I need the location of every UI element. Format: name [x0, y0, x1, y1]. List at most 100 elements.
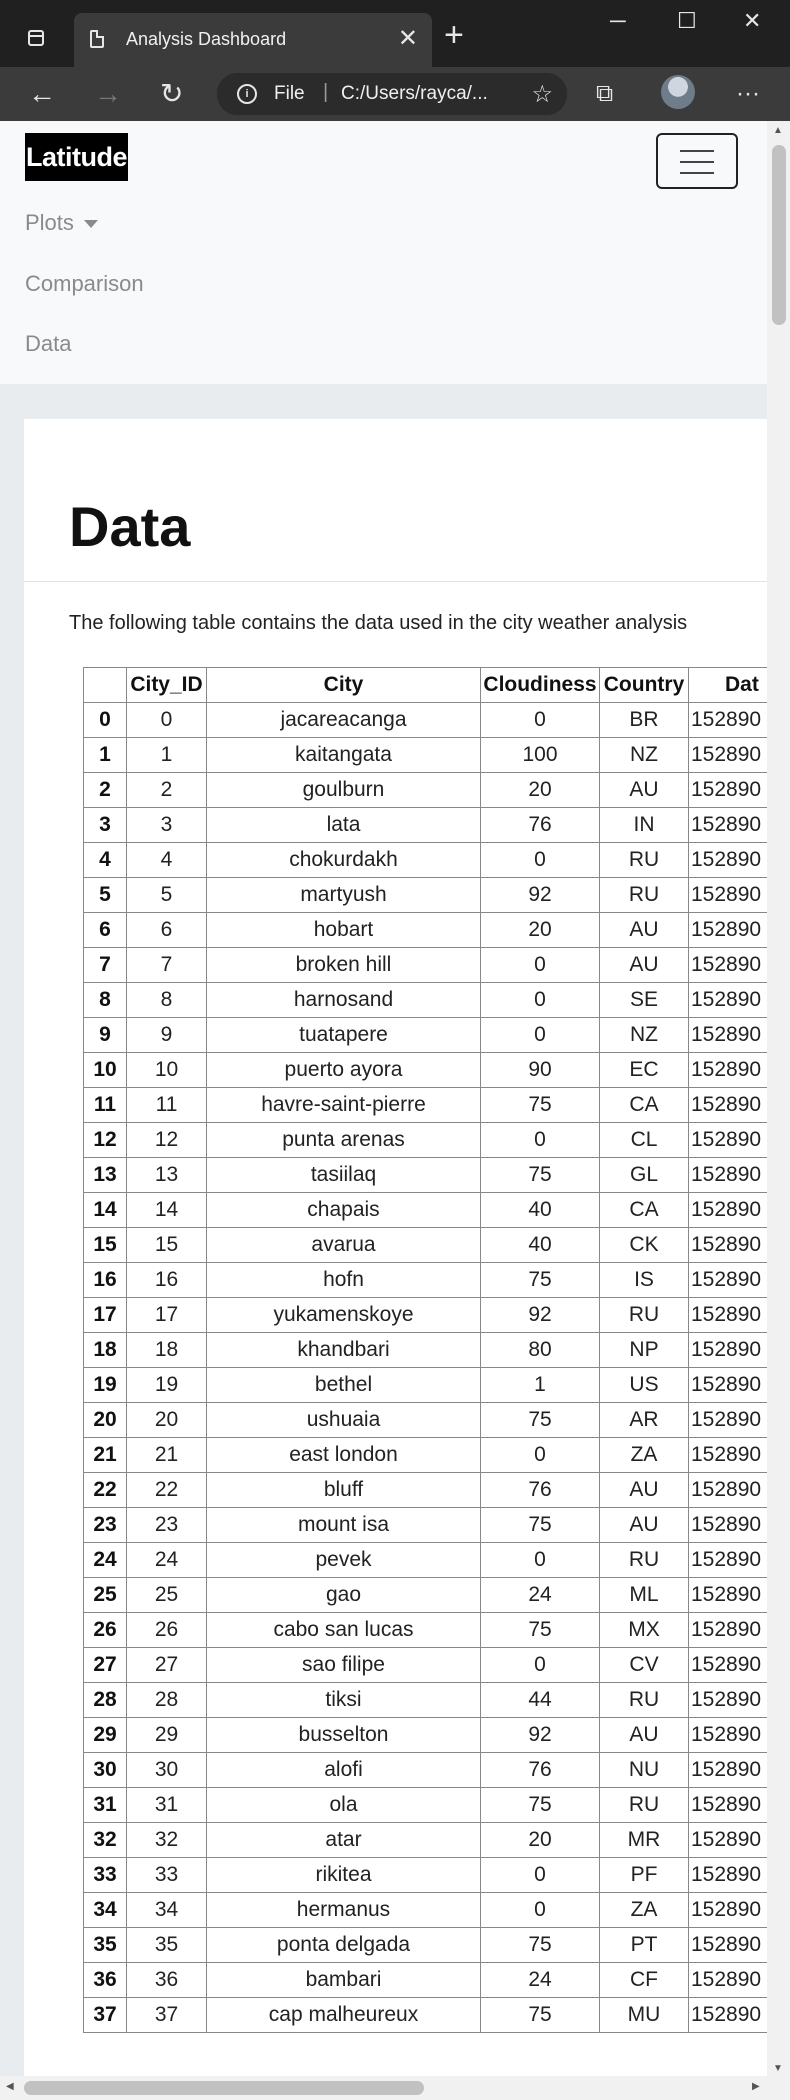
date-cell: 152890 — [688, 1507, 767, 1543]
city-cell: goulburn — [206, 772, 481, 808]
scroll-right-icon[interactable]: ▶ — [752, 2081, 760, 2092]
city-id-cell: 31 — [126, 1787, 207, 1823]
maximize-icon[interactable]: ☐ — [677, 8, 697, 33]
cloudiness-cell: 0 — [480, 1857, 600, 1893]
row-index: 6 — [83, 912, 127, 948]
vertical-scrollbar[interactable]: ▲ ▼ — [767, 121, 790, 2076]
table-row: 15 15 avarua 40 CK 152890 — [83, 1227, 767, 1263]
intro-text: The following table contains the data us… — [69, 612, 688, 634]
table-row: 17 17 yukamenskoye 92 RU 152890 — [83, 1297, 767, 1333]
cloudiness-cell: 0 — [480, 1017, 600, 1053]
row-index: 19 — [83, 1367, 127, 1403]
scroll-up-icon[interactable]: ▲ — [773, 125, 783, 136]
row-index: 27 — [83, 1647, 127, 1683]
table-row: 18 18 khandbari 80 NP 152890 — [83, 1332, 767, 1368]
cloudiness-cell: 75 — [480, 1402, 600, 1438]
close-tab-icon[interactable]: ✕ — [397, 25, 418, 52]
info-icon[interactable]: i — [237, 84, 257, 104]
brand-logo[interactable]: Latitude — [25, 133, 128, 181]
new-tab-icon[interactable]: + — [444, 16, 464, 54]
city-id-cell: 24 — [126, 1542, 207, 1578]
row-index: 7 — [83, 947, 127, 983]
browser-tab[interactable]: Analysis Dashboard ✕ — [74, 13, 432, 67]
collections-icon[interactable]: ⧉ — [596, 80, 614, 107]
city-cell: mount isa — [206, 1507, 481, 1543]
minimize-icon[interactable]: ─ — [610, 8, 626, 33]
horizontal-scroll-thumb[interactable] — [24, 2081, 424, 2095]
table-row: 3 3 lata 76 IN 152890 — [83, 807, 767, 843]
date-cell: 152890 — [688, 1577, 767, 1613]
cloudiness-cell: 76 — [480, 807, 600, 843]
browser-titlebar: Analysis Dashboard ✕ + ─ ☐ ✕ — [0, 0, 790, 67]
city-cell: east london — [206, 1437, 481, 1473]
city-id-cell: 18 — [126, 1332, 207, 1368]
country-cell: RU — [599, 842, 689, 878]
date-cell: 152890 — [688, 1787, 767, 1823]
horizontal-scrollbar[interactable]: ◀ ▶ — [0, 2076, 790, 2100]
city-id-cell: 36 — [126, 1962, 207, 1998]
date-cell: 152890 — [688, 1892, 767, 1928]
city-id-cell: 22 — [126, 1472, 207, 1508]
content-card: Data The following table contains the da… — [24, 419, 767, 2076]
cloudiness-cell: 75 — [480, 1612, 600, 1648]
close-window-icon[interactable]: ✕ — [743, 8, 762, 33]
country-cell: SE — [599, 982, 689, 1018]
date-cell: 152890 — [688, 1717, 767, 1753]
data-table: City_ID City Cloudiness Country Dat 0 0 ja… — [83, 667, 767, 2033]
vertical-scroll-thumb[interactable] — [772, 145, 786, 325]
favorite-star-icon[interactable]: ☆ — [531, 81, 553, 108]
cloudiness-cell: 92 — [480, 877, 600, 913]
date-cell: 152890 — [688, 1437, 767, 1473]
row-index: 1 — [83, 737, 127, 773]
row-index: 2 — [83, 772, 127, 808]
column-header-index — [83, 667, 127, 703]
date-cell: 152890 — [688, 1997, 767, 2033]
cloudiness-cell: 75 — [480, 1787, 600, 1823]
country-cell: ML — [599, 1577, 689, 1613]
table-row: 21 21 east london 0 ZA 152890 — [83, 1437, 767, 1473]
row-index: 18 — [83, 1332, 127, 1368]
city-cell: gao — [206, 1577, 481, 1613]
date-cell: 152890 — [688, 1157, 767, 1193]
address-bar[interactable]: i File | C:/Users/rayca/... ☆ — [217, 73, 567, 115]
scroll-down-icon[interactable]: ▼ — [773, 2063, 783, 2074]
city-id-cell: 26 — [126, 1612, 207, 1648]
nav-link-label: Plots — [25, 210, 74, 235]
page-title: Data — [69, 495, 191, 558]
cloudiness-cell: 92 — [480, 1717, 600, 1753]
tab-actions-icon[interactable] — [28, 30, 44, 46]
more-menu-icon[interactable]: ··· — [736, 80, 760, 107]
nav-link-plots[interactable]: Plots — [25, 210, 98, 236]
city-cell: puerto ayora — [206, 1052, 481, 1088]
cloudiness-cell: 92 — [480, 1297, 600, 1333]
row-index: 5 — [83, 877, 127, 913]
row-index: 15 — [83, 1227, 127, 1263]
refresh-icon[interactable]: ↻ — [160, 78, 184, 109]
forward-icon[interactable]: → — [94, 78, 122, 109]
city-id-cell: 4 — [126, 842, 207, 878]
row-index: 14 — [83, 1192, 127, 1228]
city-id-cell: 10 — [126, 1052, 207, 1088]
city-id-cell: 0 — [126, 702, 207, 738]
scroll-left-icon[interactable]: ◀ — [6, 2081, 14, 2092]
row-index: 26 — [83, 1612, 127, 1648]
date-cell: 152890 — [688, 1332, 767, 1368]
navbar-toggler-button[interactable] — [656, 133, 738, 189]
nav-link-data[interactable]: Data — [25, 331, 72, 356]
country-cell: NU — [599, 1752, 689, 1788]
profile-avatar[interactable] — [661, 75, 695, 109]
city-cell: tiksi — [206, 1682, 481, 1718]
back-icon[interactable]: ← — [28, 78, 56, 109]
row-index: 24 — [83, 1542, 127, 1578]
country-cell: RU — [599, 1297, 689, 1333]
date-cell: 152890 — [688, 982, 767, 1018]
cloudiness-cell: 0 — [480, 1892, 600, 1928]
row-index: 13 — [83, 1157, 127, 1193]
cloudiness-cell: 76 — [480, 1752, 600, 1788]
nav-link-comparison[interactable]: Comparison — [25, 271, 144, 296]
country-cell: RU — [599, 1542, 689, 1578]
row-index: 30 — [83, 1752, 127, 1788]
column-header-cloudiness: Cloudiness — [480, 667, 600, 703]
country-cell: AU — [599, 772, 689, 808]
table-row: 14 14 chapais 40 CA 152890 — [83, 1192, 767, 1228]
